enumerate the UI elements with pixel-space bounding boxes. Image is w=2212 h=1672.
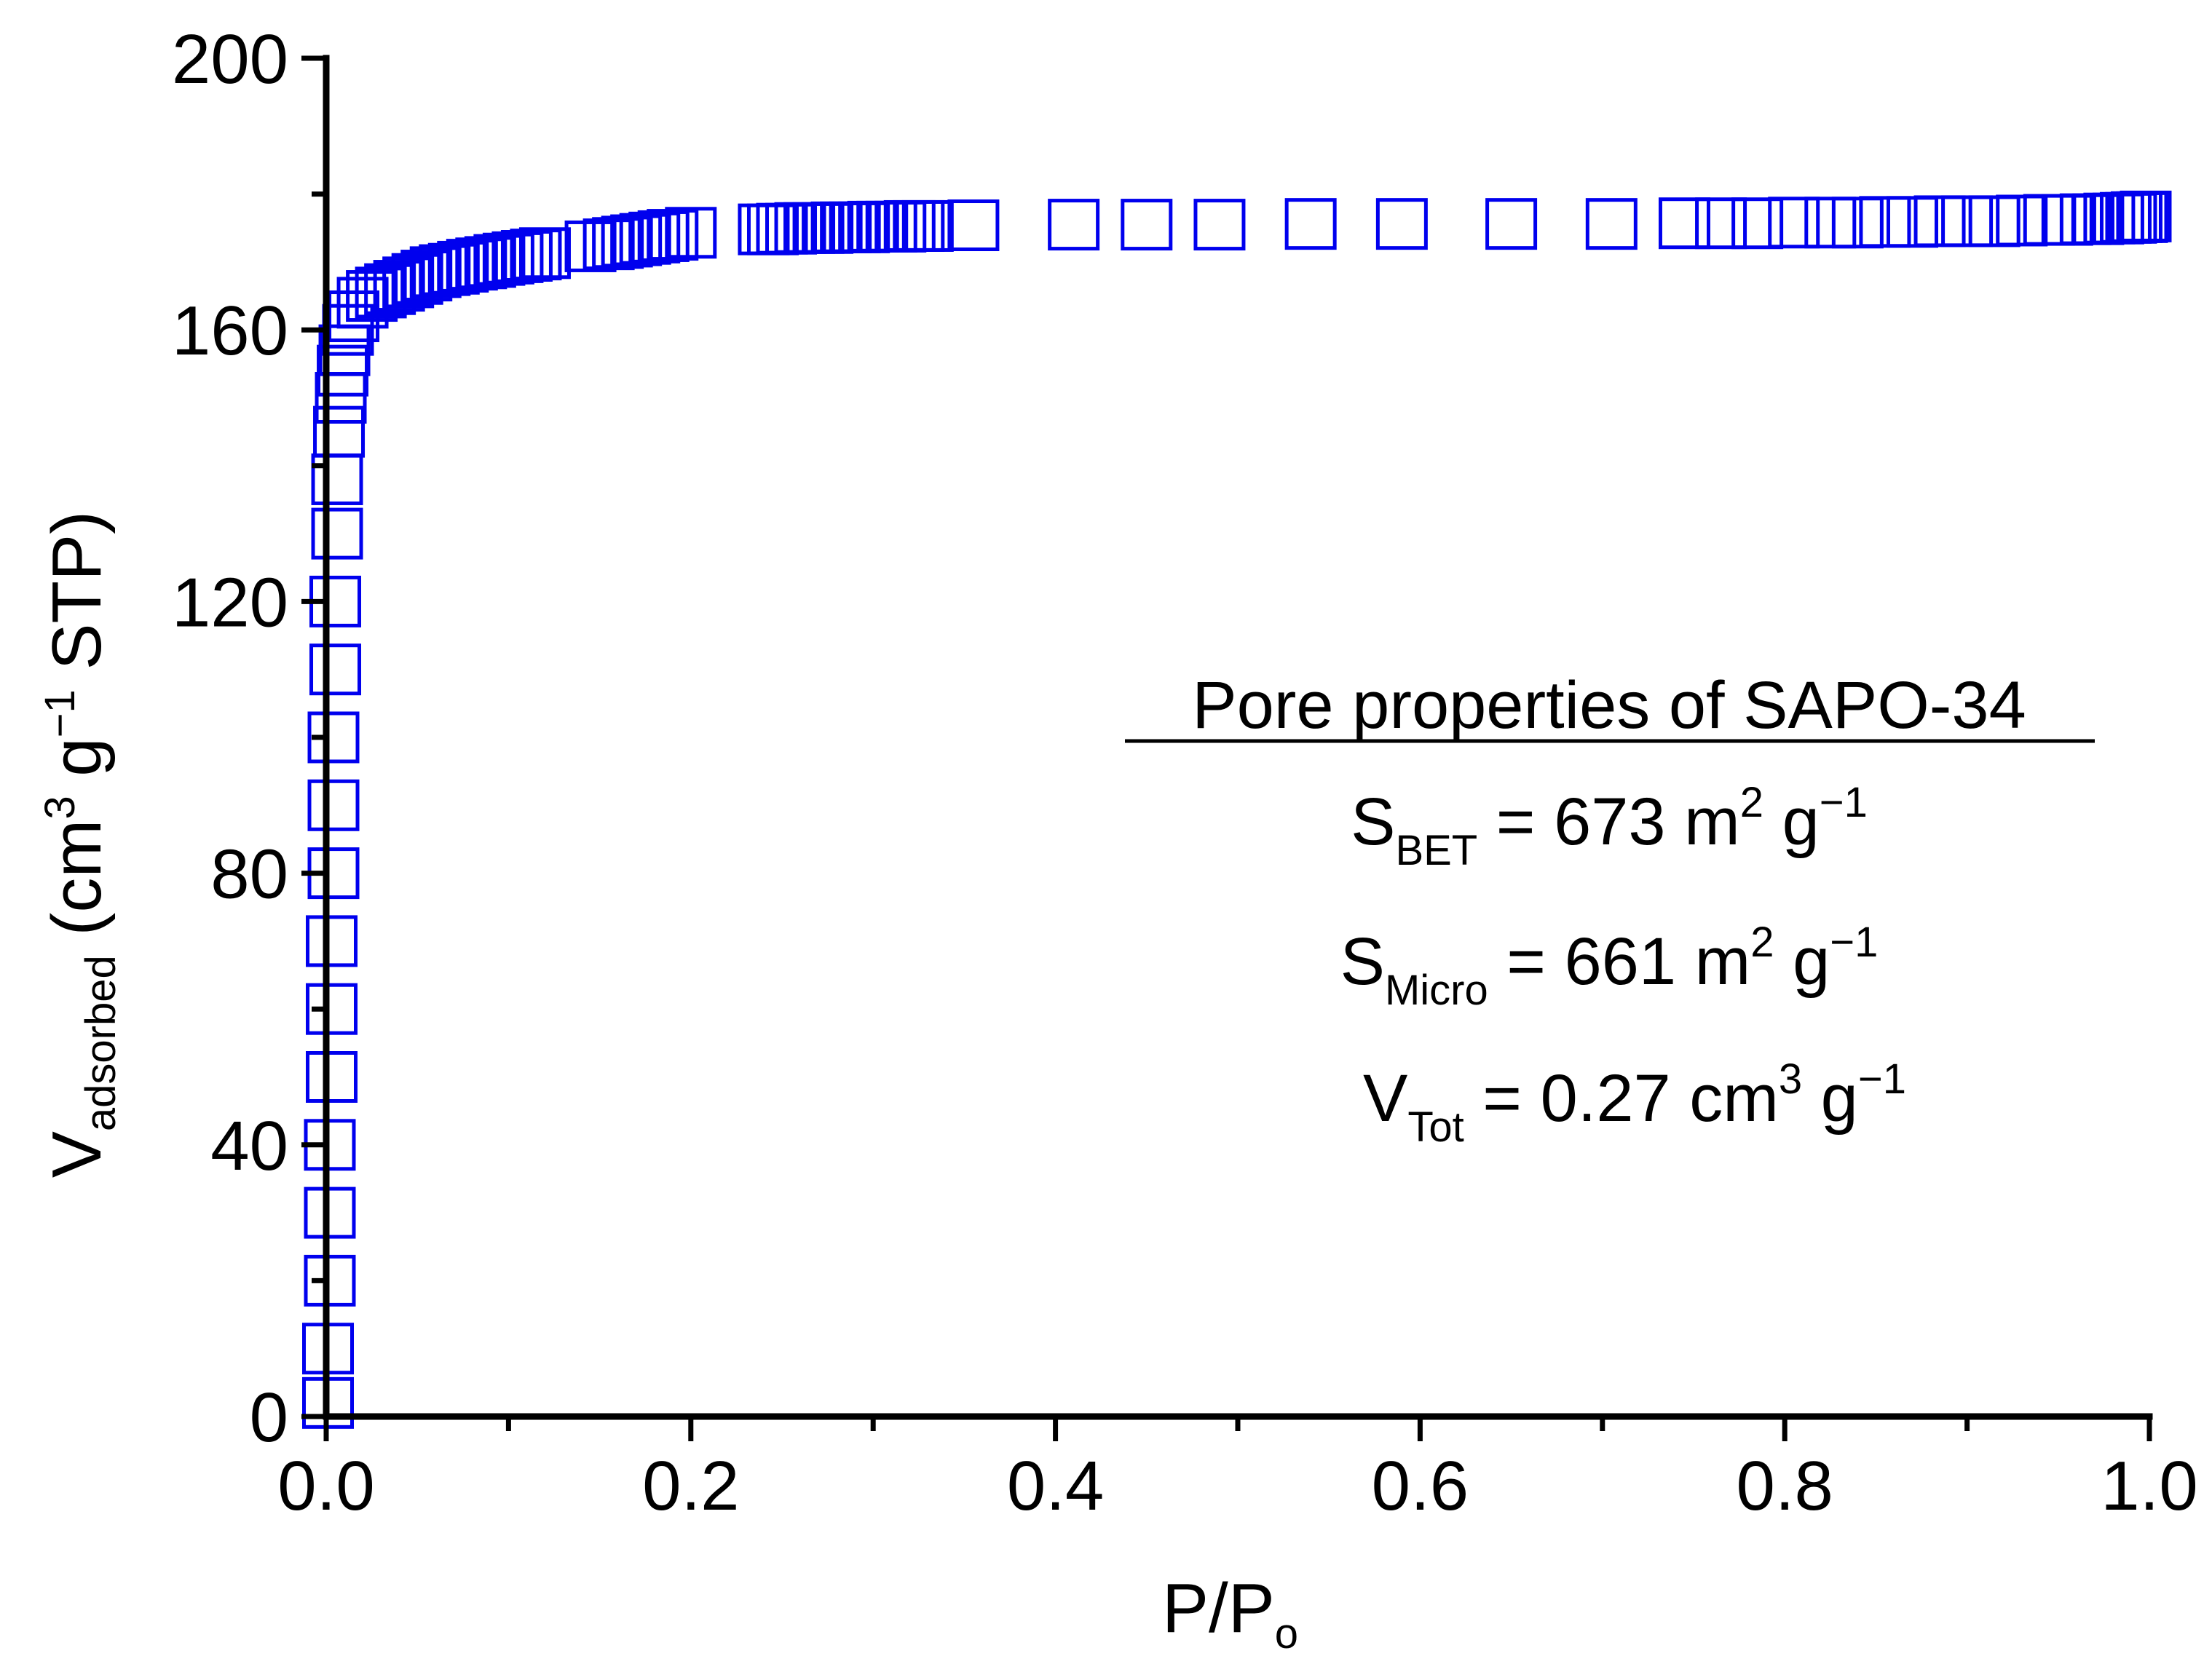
data-point (810, 201, 863, 253)
x-tick-label: 0.8 (1736, 1447, 1833, 1525)
data-point (1941, 195, 1994, 247)
data-point (746, 203, 799, 255)
data-point (311, 507, 363, 560)
data-point (2023, 194, 2075, 246)
data-point (1695, 197, 1747, 250)
data-point (355, 266, 407, 319)
data-point (947, 199, 1000, 252)
data-point (802, 202, 854, 254)
data-point (856, 200, 909, 253)
data-point (307, 779, 360, 831)
annotation-sbet: SBET = 673 m2 g−1 (1351, 779, 1868, 874)
data-point (364, 263, 416, 315)
data-point (1768, 197, 1820, 249)
data-point (647, 209, 699, 261)
data-point (306, 1051, 358, 1103)
data-point (738, 203, 790, 255)
x-tick-label: 0.4 (1007, 1447, 1104, 1525)
data-point (564, 220, 617, 272)
x-axis-title: P/Po (1162, 1569, 1298, 1657)
data-point (1968, 195, 2021, 247)
y-tick-label: 80 (210, 836, 288, 914)
data-point (2120, 190, 2172, 242)
data-point (865, 200, 917, 253)
annotation-smicro: SMicro = 661 m2 g−1 (1340, 919, 1879, 1014)
axes (301, 55, 2153, 1441)
data-point (518, 227, 571, 280)
data-point (391, 253, 443, 305)
x-tick-label: 0.6 (1372, 1447, 1469, 1525)
data-point (883, 199, 936, 252)
data-point (783, 202, 836, 254)
annotation-vtot: VTot = 0.27 cm3 g−1 (1363, 1055, 1906, 1151)
data-point (1731, 197, 1784, 250)
data-point (1804, 197, 1857, 249)
data-point (829, 201, 881, 253)
x-tick-label: 0.0 (277, 1447, 374, 1525)
data-point (1485, 198, 1538, 250)
data-point (346, 270, 398, 322)
data-point (792, 202, 845, 254)
data-point (1831, 197, 1884, 249)
y-tick-labels: 0 40 80 120 160 200 (172, 20, 288, 1457)
data-point (306, 983, 358, 1035)
data-point (1284, 198, 1337, 250)
y-tick-label: 160 (172, 292, 288, 370)
data-point (400, 250, 453, 302)
data-point (1913, 195, 1966, 247)
data-point (311, 453, 363, 505)
x-tick-labels: 0.0 0.2 0.4 0.6 0.8 1.0 (277, 1447, 2197, 1525)
data-point (1585, 198, 1638, 250)
data-point (901, 199, 954, 252)
data-point (304, 1254, 356, 1307)
data-point (313, 405, 366, 458)
data-point (665, 207, 717, 259)
data-point (893, 199, 945, 252)
data-point (874, 200, 927, 253)
data-point (1048, 199, 1100, 251)
data-point (756, 202, 808, 255)
data-point (1121, 199, 1173, 251)
data-point (1996, 194, 2048, 247)
y-tick-label: 200 (172, 20, 288, 98)
data-point (1193, 199, 1246, 251)
annotation-title: Pore properties of SAPO-34 (1192, 668, 2026, 742)
x-tick-label: 0.2 (642, 1447, 739, 1525)
data-point (1886, 196, 1938, 248)
data-point (1658, 197, 1710, 250)
data-point (1375, 198, 1428, 250)
pore-properties-annotation: Pore properties of SAPO-34 SBET = 673 m2… (1125, 668, 2095, 1151)
data-point (306, 915, 358, 967)
data-point (304, 1186, 356, 1239)
axis-ticks (301, 55, 2152, 1441)
data-point (382, 256, 435, 309)
data-point (309, 643, 362, 696)
data-point (409, 246, 462, 298)
data-point (464, 236, 516, 288)
data-point (437, 240, 489, 293)
y-tick-label: 120 (172, 563, 288, 641)
data-point (765, 202, 818, 255)
data-point (307, 711, 360, 764)
y-axis-title: Vadsorbed (cm3 g−1 STP) (36, 511, 125, 1178)
data-point (373, 260, 425, 312)
data-point (838, 201, 890, 253)
x-tick-label: 1.0 (2101, 1447, 2197, 1525)
data-point (2072, 193, 2125, 245)
y-tick-label: 0 (250, 1379, 288, 1457)
data-point (317, 344, 369, 397)
data-point (1859, 196, 1911, 248)
data-point (820, 201, 872, 253)
data-point (336, 277, 389, 329)
data-point (427, 242, 480, 295)
y-tick-label: 40 (210, 1107, 288, 1185)
data-point (774, 202, 826, 254)
data-markers (302, 190, 2172, 1429)
data-point (847, 200, 899, 253)
